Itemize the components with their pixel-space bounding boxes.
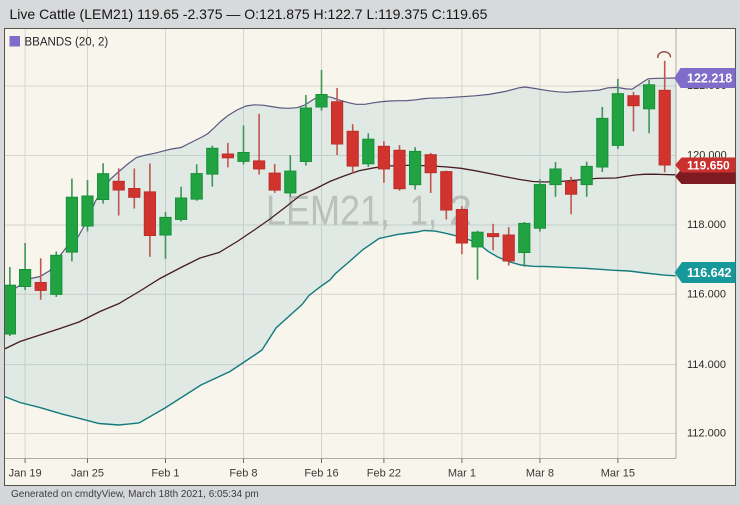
svg-text:Mar 1: Mar 1: [448, 468, 476, 480]
svg-text:114.000: 114.000: [687, 359, 726, 371]
svg-text:1,: 1,: [410, 187, 437, 234]
svg-text:Jan 25: Jan 25: [71, 468, 104, 480]
svg-text:116.642: 116.642: [687, 266, 732, 280]
svg-text:LEM21,: LEM21,: [266, 187, 390, 234]
svg-text:116.000: 116.000: [687, 289, 726, 301]
svg-text:Mar 15: Mar 15: [601, 468, 635, 480]
svg-text:119.650: 119.650: [687, 159, 730, 173]
svg-text:BBANDS (20, 2): BBANDS (20, 2): [25, 37, 109, 49]
svg-text:112.000: 112.000: [687, 428, 726, 440]
svg-text:Jan 19: Jan 19: [9, 468, 42, 480]
svg-text:Feb 16: Feb 16: [304, 468, 338, 480]
svg-text:Mar 8: Mar 8: [526, 468, 554, 480]
svg-text:Feb 8: Feb 8: [229, 468, 257, 480]
svg-text:122.218: 122.218: [687, 72, 732, 86]
svg-text:Feb 22: Feb 22: [367, 468, 401, 480]
svg-text:Generated on cmdtyView, March: Generated on cmdtyView, March 18th 2021,…: [11, 489, 259, 500]
svg-text:Live Cattle (LEM21) 119.65 -2.: Live Cattle (LEM21) 119.65 -2.375 — O:12…: [10, 6, 488, 22]
svg-text:Feb 1: Feb 1: [151, 468, 179, 480]
svg-text:118.000: 118.000: [687, 219, 726, 231]
